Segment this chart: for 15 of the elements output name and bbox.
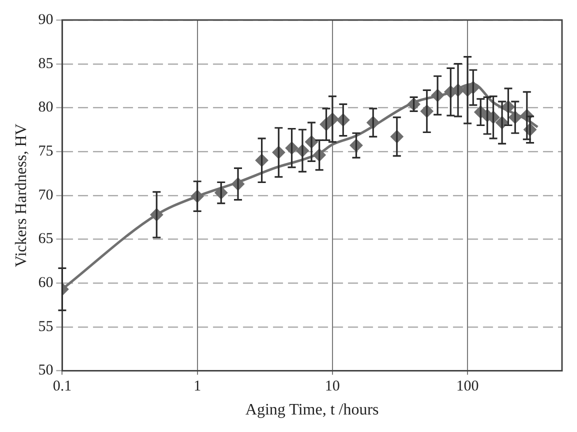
x-tick-label: 0.1 — [52, 378, 72, 395]
y-tick-label: 55 — [38, 318, 54, 335]
y-tick-label: 80 — [38, 100, 54, 116]
x-tick-label: 10 — [324, 378, 340, 395]
y-tick-label: 85 — [38, 56, 54, 72]
x-tick-label: 100 — [456, 378, 479, 395]
x-axis-title: Aging Time, t /hours — [245, 402, 379, 419]
y-tick-label: 70 — [38, 187, 54, 204]
y-tick-label: 60 — [38, 275, 54, 292]
y-axis-title: Vickers Hardness, HV — [12, 123, 30, 268]
y-tick-label: 90 — [38, 12, 54, 28]
y-tick-label: 75 — [38, 143, 54, 160]
x-tick-label: 1 — [194, 378, 202, 395]
y-tick-label: 65 — [38, 231, 54, 248]
y-tick-label: 50 — [38, 362, 54, 379]
